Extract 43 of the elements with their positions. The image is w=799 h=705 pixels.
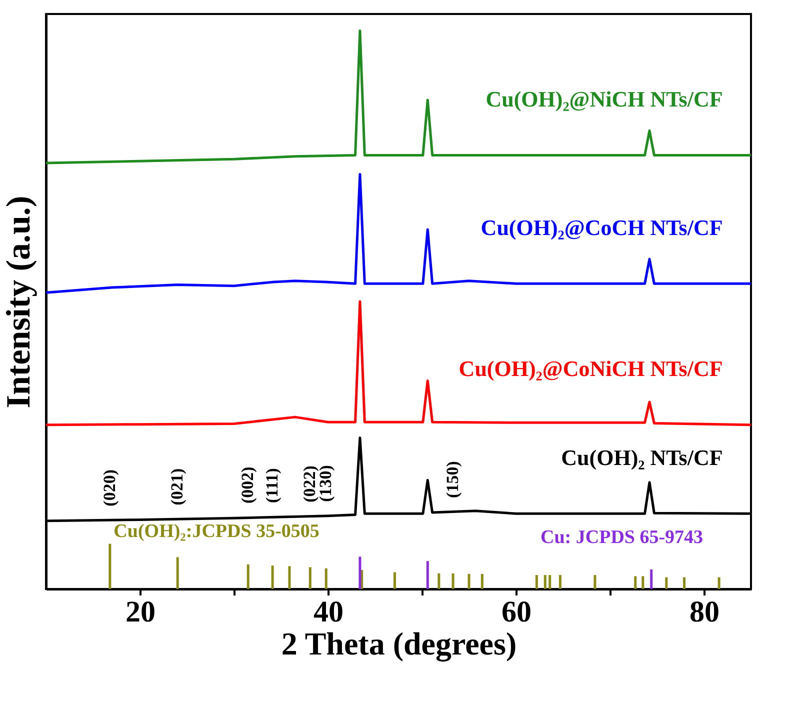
bar xyxy=(271,566,274,589)
annotation: (021) xyxy=(168,468,187,506)
bar xyxy=(324,568,328,589)
y-axis-title: Intensity (a.u.) xyxy=(0,196,38,408)
bar xyxy=(108,544,112,589)
bar xyxy=(452,573,454,589)
bar xyxy=(438,573,440,589)
bar xyxy=(558,575,562,589)
bar xyxy=(468,574,470,589)
annotation: (150) xyxy=(443,461,462,498)
annotation: (020) xyxy=(100,470,119,506)
annotation: (111) xyxy=(262,468,282,503)
bar xyxy=(650,569,653,589)
series-label: Cu(OH)₂@CoCH NTs/CF xyxy=(480,214,723,240)
series-label: Cu(OH)₂@CoNiCH NTs/CF xyxy=(458,356,723,382)
x-axis-title: 2 Theta (degrees) xyxy=(281,626,517,662)
bar xyxy=(176,557,179,589)
annotation: (002) xyxy=(238,466,258,504)
x-tick-label: 80 xyxy=(690,596,720,628)
bar xyxy=(535,575,538,589)
text: Cu: JCPDS 65-9743 xyxy=(540,527,704,548)
bar xyxy=(358,556,362,589)
bar xyxy=(634,576,637,589)
bar xyxy=(683,577,686,589)
series-label: Cu(OH)₂:JCPDS 35-0505 xyxy=(114,520,320,542)
x-tick-label: 60 xyxy=(502,596,532,628)
bar xyxy=(548,575,552,589)
bar xyxy=(393,572,396,589)
bar xyxy=(480,574,484,589)
x-tick-label: 40 xyxy=(314,596,344,628)
bar xyxy=(718,577,720,589)
series-label: Cu(OH)₂ NTs/CF xyxy=(561,444,723,470)
annotation: (022) xyxy=(300,466,320,502)
bar xyxy=(308,567,312,589)
bar xyxy=(246,564,250,589)
bar xyxy=(544,575,546,589)
bar xyxy=(594,575,596,589)
bar xyxy=(426,561,429,589)
bar xyxy=(288,566,291,589)
series-label: Cu(OH)₂@NiCH NTs/CF xyxy=(486,86,723,112)
bar xyxy=(665,577,668,589)
bar xyxy=(642,576,644,589)
x-tick-label: 20 xyxy=(126,596,156,628)
